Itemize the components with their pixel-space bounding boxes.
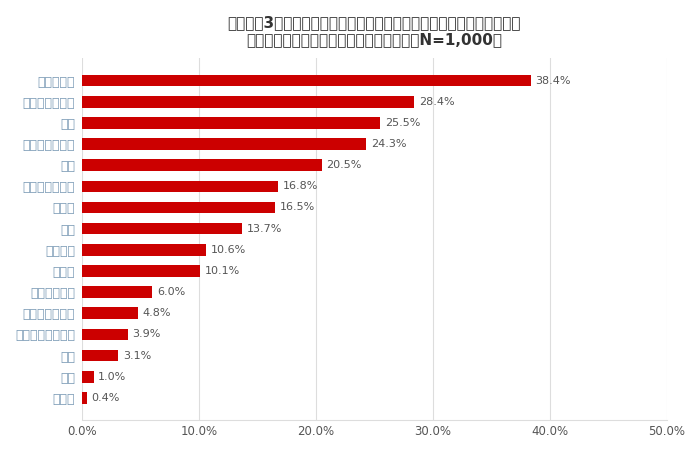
Text: 16.8%: 16.8%	[283, 181, 318, 191]
Text: 6.0%: 6.0%	[157, 287, 185, 297]
Bar	[82, 180, 279, 192]
Bar	[82, 75, 531, 87]
Bar	[82, 96, 414, 107]
Bar	[82, 308, 138, 319]
Bar	[82, 202, 275, 213]
Bar	[82, 138, 366, 150]
Bar	[82, 392, 87, 404]
Bar	[82, 159, 321, 171]
Bar	[82, 371, 94, 382]
Text: 28.4%: 28.4%	[419, 96, 454, 107]
Text: 10.1%: 10.1%	[204, 266, 240, 276]
Bar	[82, 117, 380, 129]
Text: 3.9%: 3.9%	[132, 329, 160, 339]
Bar	[82, 350, 118, 361]
Text: 3.1%: 3.1%	[123, 351, 151, 361]
Text: 0.4%: 0.4%	[91, 393, 120, 403]
Text: 4.8%: 4.8%	[143, 308, 172, 318]
Text: 24.3%: 24.3%	[371, 139, 406, 149]
Bar	[82, 244, 206, 255]
Text: 38.4%: 38.4%	[536, 76, 571, 86]
Bar	[82, 265, 200, 277]
Bar	[82, 286, 152, 298]
Title: 【グラフ3】＜今年の冬家で過ごす時間が増えていると感じている人＞
家でどんな過ごし方をするか（複数回答、N=1,000）: 【グラフ3】＜今年の冬家で過ごす時間が増えていると感じている人＞ 家でどんな過ご…	[228, 15, 521, 48]
Text: 10.6%: 10.6%	[211, 245, 246, 255]
Bar	[82, 223, 242, 235]
Text: 20.5%: 20.5%	[326, 160, 362, 170]
Text: 13.7%: 13.7%	[247, 224, 282, 234]
Text: 25.5%: 25.5%	[385, 118, 420, 128]
Bar	[82, 328, 127, 340]
Text: 16.5%: 16.5%	[279, 202, 315, 212]
Text: 1.0%: 1.0%	[98, 372, 127, 382]
